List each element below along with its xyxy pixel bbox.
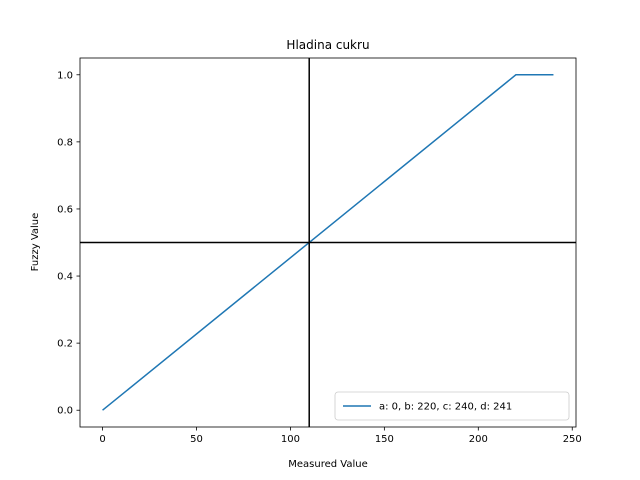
y-tick-label: 0.0 [57,406,73,417]
x-tick-label: 100 [281,434,300,445]
y-tick-label: 0.2 [57,339,73,350]
y-tick-label: 0.4 [57,272,73,283]
axes-frame [79,57,577,428]
y-axis-label: Fuzzy Value [30,213,41,272]
y-tick-label: 0.6 [57,204,73,215]
plot-area: 0 50 100 150 200 250 0.0 0.2 0.4 0.6 0.8 1.0 a: 0, b… [57,57,582,445]
x-tick-label: 200 [469,434,488,445]
x-axis-label: Measured Value [288,459,368,470]
y-tick-label: 1.0 [57,70,73,81]
x-tick-label: 50 [190,434,203,445]
chart-title: Hladina cukru [286,38,369,52]
x-tick-label: 150 [375,434,394,445]
legend-entry-label: a: 0, b: 220, c: 240, d: 241 [379,402,512,413]
series-line-0 [102,74,554,411]
y-tick-label: 0.8 [57,137,73,148]
x-tick-label: 0 [99,434,105,445]
x-tick-label: 250 [563,434,582,445]
legend-box [334,391,570,421]
